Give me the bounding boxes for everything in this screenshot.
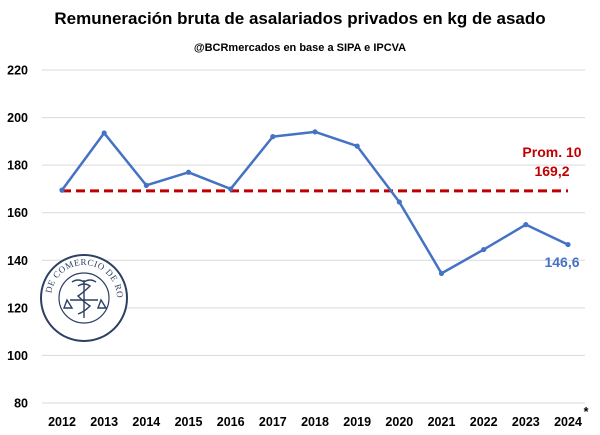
data-point [354, 143, 360, 149]
chart-subtitle: @BCRmercados en base a SIPA e IPCVA [194, 42, 406, 54]
y-tick-label: 160 [7, 206, 28, 220]
x-tick-label: 2020 [385, 415, 413, 429]
x-axis-ticks: 2012 2013 2014 2015 2016 2017 2018 2019 2020 2021… [48, 405, 588, 429]
y-tick-label: 180 [7, 159, 28, 173]
data-point [523, 222, 529, 228]
y-tick-label: 220 [7, 64, 28, 78]
data-point [59, 187, 65, 193]
x-tick-label: 2019 [343, 415, 371, 429]
series-group [59, 129, 571, 276]
y-tick-label: 100 [7, 349, 28, 363]
data-point [481, 246, 487, 253]
x-tick-label: 2017 [259, 415, 287, 429]
x-tick-label: 2014 [132, 415, 160, 429]
data-point [101, 130, 107, 136]
data-point [438, 270, 445, 276]
y-tick-label: 120 [7, 301, 28, 315]
data-point [185, 169, 192, 175]
x-tick-label: 2015 [175, 415, 203, 429]
y-tick-label: 140 [7, 254, 28, 268]
data-point [396, 199, 402, 205]
average-label: Prom. 10 [522, 144, 581, 160]
data-point [270, 134, 276, 140]
data-point [143, 182, 149, 188]
y-axis-ticks: 80 100 120 140 160 180 200 220 [7, 64, 28, 411]
y-tick-label: 80 [14, 397, 28, 411]
average-value-label: 169,2 [534, 163, 569, 179]
y-tick-label: 200 [7, 111, 28, 125]
x-tick-label: 2013 [90, 415, 118, 429]
x-tick-footnote-marker: * [584, 405, 589, 419]
x-tick-label: 2022 [470, 415, 498, 429]
chart-title: Remuneración bruta de asalariados privad… [54, 9, 545, 28]
x-tick-label: 2023 [512, 415, 540, 429]
series-line [60, 130, 569, 275]
x-tick-label: 2021 [428, 415, 456, 429]
data-point [228, 186, 234, 192]
x-tick-label: 2012 [48, 415, 76, 429]
x-tick-label: 2016 [217, 415, 245, 429]
data-point [312, 129, 318, 135]
data-point [565, 241, 571, 248]
caduceus-icon [62, 279, 108, 318]
x-tick-label: 2024 [554, 415, 582, 429]
x-tick-label: 2018 [301, 415, 329, 429]
gridlines [42, 69, 585, 404]
last-value-label: 146,6 [544, 254, 579, 270]
